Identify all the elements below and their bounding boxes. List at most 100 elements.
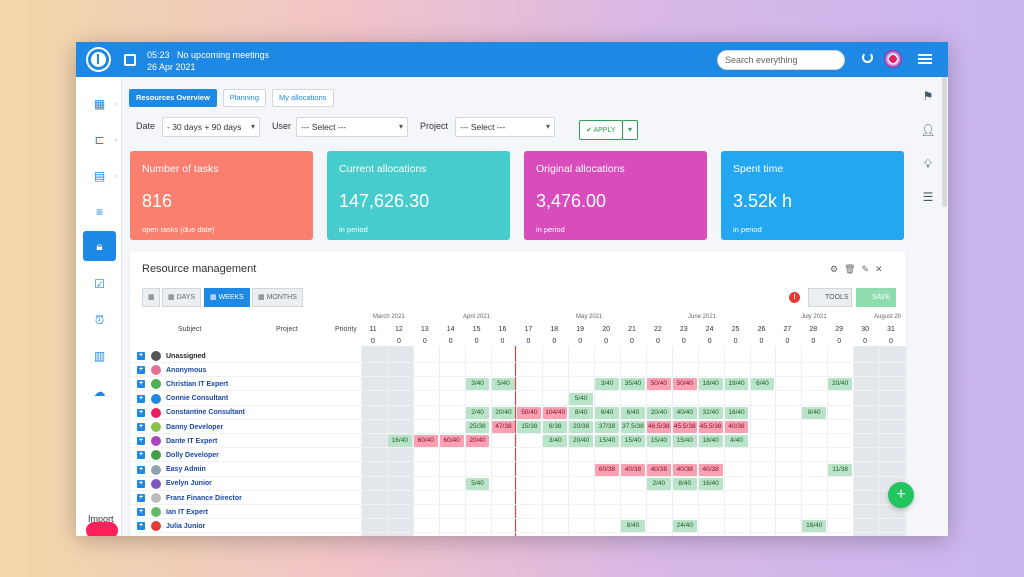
allocation-cell[interactable]: 60/40 [439, 435, 464, 448]
date-select[interactable]: - 30 days + 90 days [162, 117, 260, 137]
user-name[interactable]: Ian IT Expert [166, 508, 209, 516]
save-button[interactable]: SAVE [856, 288, 896, 307]
allocation-cell[interactable]: 16/40 [387, 435, 412, 448]
allocation-cell[interactable]: 40/40 [672, 406, 697, 419]
lightbulb-icon[interactable]: 💡︎ [923, 157, 933, 171]
user-name[interactable]: Dolly Developer [166, 451, 219, 459]
allocation-cell[interactable]: 18/40 [698, 435, 723, 448]
allocation-cell[interactable]: 46.5/38 [646, 421, 671, 433]
expand-icon[interactable]: + [137, 451, 145, 460]
checklist-icon[interactable]: ≡ [95, 205, 103, 219]
tools-button[interactable]: TOOLS [808, 288, 852, 307]
allocation-cell[interactable]: 40/38 [646, 463, 671, 476]
allocation-cell[interactable]: 16/40 [802, 520, 827, 533]
user-row[interactable]: + Evelyn Junior [137, 477, 212, 491]
search-input[interactable]: Search everything [717, 50, 845, 70]
import-toggle[interactable] [86, 522, 118, 536]
clipboard-icon[interactable]: ▤ › [93, 169, 117, 183]
alarm-icon[interactable]: ⏰︎ [94, 312, 105, 327]
expand-icon[interactable]: + [137, 394, 145, 403]
allocation-cell[interactable]: 20/40 [828, 378, 853, 391]
allocation-cell[interactable]: 6/40 [595, 406, 619, 419]
allocation-cell[interactable]: 40/38 [621, 463, 645, 476]
expand-icon[interactable]: + [137, 465, 145, 474]
user-name[interactable]: Franz Finance Director [166, 494, 242, 502]
allocation-cell[interactable]: 60/40 [413, 435, 438, 448]
allocation-cell[interactable]: 5/40 [491, 378, 516, 391]
user-name[interactable]: Evelyn Junior [166, 480, 212, 488]
allocation-cell[interactable]: 19/40 [724, 378, 749, 391]
expand-icon[interactable]: + [137, 494, 145, 502]
allocation-cell[interactable]: 4/40 [724, 435, 749, 448]
user-row[interactable]: + Franz Finance Director [137, 491, 242, 505]
user-row[interactable]: + Julia Junior [137, 519, 205, 533]
user-name[interactable]: Christian IT Expert [166, 380, 229, 388]
user-row[interactable]: + Ian IT Expert [137, 505, 208, 519]
expand-icon[interactable]: + [137, 479, 145, 488]
allocation-cell[interactable]: 6/40 [621, 406, 645, 419]
allocation-cell[interactable]: 45.5/38 [698, 421, 723, 433]
allocation-cell[interactable]: 15/40 [672, 435, 697, 448]
allocation-cell[interactable]: 15/40 [595, 435, 619, 448]
allocation-cell[interactable]: 3/40 [595, 378, 619, 391]
expand-icon[interactable]: + [137, 352, 145, 360]
allocation-cell[interactable]: 16/40 [724, 406, 749, 419]
allocation-cell[interactable]: 15/40 [646, 435, 671, 448]
allocation-cell[interactable]: 25/38 [465, 421, 490, 433]
expand-icon[interactable]: + [137, 423, 145, 431]
allocation-cell[interactable]: 3/40 [543, 435, 568, 448]
check-square-icon[interactable]: ☑ [94, 277, 105, 291]
user-name[interactable]: Dante IT Expert [166, 437, 218, 445]
allocation-cell[interactable]: 60/38 [595, 463, 619, 476]
expand-icon[interactable]: + [137, 366, 145, 375]
stat-card[interactable]: Current allocations 147,626.30 in period [327, 151, 510, 240]
bar-chart-icon[interactable]: ▥ [93, 349, 106, 363]
allocation-cell[interactable]: 3/40 [465, 378, 490, 391]
user-avatar[interactable] [884, 50, 902, 68]
allocation-cell[interactable]: 35/40 [621, 378, 645, 391]
menu-icon[interactable] [918, 54, 932, 56]
logo-icon[interactable] [88, 49, 109, 70]
user-row[interactable]: + Dante IT Expert [137, 434, 217, 448]
expand-icon[interactable]: + [137, 408, 145, 417]
list-check-icon[interactable]: ☰ [922, 190, 934, 204]
lock-icon[interactable]: 🔒︎ [83, 231, 116, 261]
user-row[interactable]: + Anonymous [137, 363, 206, 377]
allocation-cell[interactable]: 50/40 [646, 378, 671, 391]
allocation-cell[interactable]: 50/40 [517, 406, 542, 419]
user-row[interactable]: + Dolly Developer [137, 448, 219, 462]
apply-button[interactable]: ✔ APPLY [579, 120, 623, 140]
allocation-cell[interactable]: 37.5/38 [621, 421, 645, 433]
expand-icon[interactable]: + [137, 522, 145, 531]
allocation-cell[interactable]: 47/38 [491, 421, 516, 433]
stat-card[interactable]: Spent time 3.52k h in period [721, 151, 904, 240]
tab-resources-overview[interactable]: Resources Overview [129, 89, 217, 107]
user-row[interactable]: + Easy Admin [137, 463, 206, 477]
stat-card[interactable]: Original allocations 3,476.00 in period [524, 151, 707, 240]
allocation-cell[interactable]: 15/38 [517, 421, 542, 433]
project-select[interactable]: --- Select --- [455, 117, 555, 137]
cloud-icon[interactable]: ☁ [93, 385, 106, 399]
allocation-cell[interactable]: 6/40 [750, 378, 775, 391]
allocation-cell[interactable]: 20/40 [569, 435, 594, 448]
user-row[interactable]: + Danny Developer [137, 420, 223, 434]
flag-icon[interactable]: ⚑ [922, 89, 934, 103]
allocation-cell[interactable]: 104/40 [543, 406, 568, 419]
months-button[interactable]: ▦ MONTHS [252, 288, 303, 307]
allocation-cell[interactable]: 8/40 [672, 477, 697, 490]
allocation-cell[interactable]: 20/40 [646, 406, 671, 419]
allocation-cell[interactable]: 2/40 [465, 406, 490, 419]
allocation-cell[interactable]: 40/38 [698, 463, 723, 476]
stat-card[interactable]: Number of tasks 816 open tasks (due date… [130, 151, 313, 240]
hierarchy-icon[interactable]: ⊏ › [94, 133, 117, 147]
days-button[interactable]: ▦ DAYS [162, 288, 202, 307]
allocation-cell[interactable]: 20/40 [491, 406, 516, 419]
user-name[interactable]: Danny Developer [166, 423, 224, 431]
power-icon[interactable] [862, 52, 873, 63]
add-fab-button[interactable]: + [888, 482, 914, 508]
allocation-cell[interactable]: 18/40 [698, 378, 723, 391]
allocation-cell[interactable]: 5/40 [465, 477, 490, 490]
allocation-cell[interactable]: 37/38 [595, 421, 619, 433]
info-icon[interactable]: ! [789, 292, 800, 303]
weeks-button[interactable]: ▦ WEEKS [204, 288, 250, 307]
